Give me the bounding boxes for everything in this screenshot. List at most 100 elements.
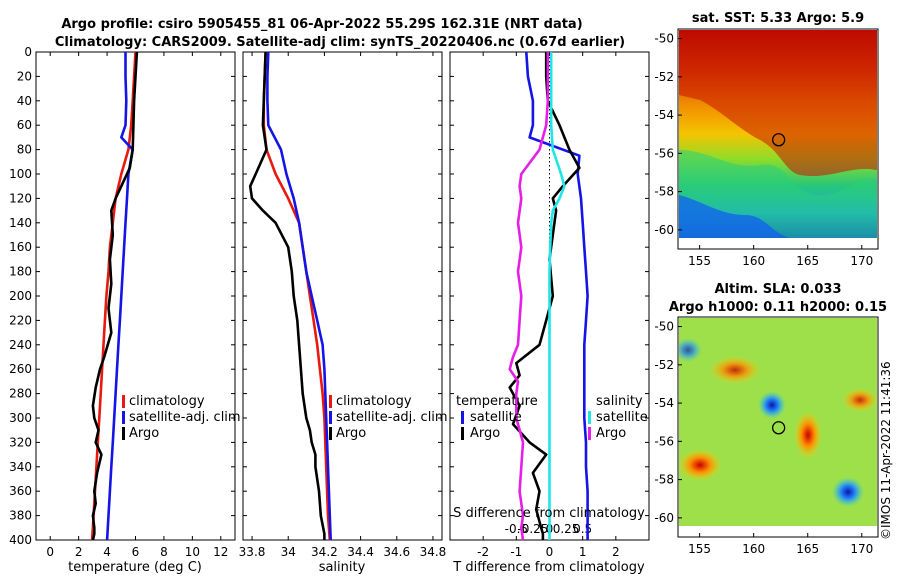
legend-swatch-satellite — [122, 411, 125, 424]
depth-tick-label: 20 — [17, 69, 32, 83]
salinity-xlabel: salinity — [319, 560, 366, 575]
legend-label-satellite: satellite-adj. clim — [129, 410, 241, 425]
depth-tick-labels: 0 20 40 60 80 100 120 140 160 180 200 220 240 260 280 3… — [9, 45, 235, 547]
sla-high-b — [794, 411, 822, 459]
salinity-lines — [248, 51, 332, 541]
figure-title-line1: Argo profile: csiro 5905455_81 06-Apr-20… — [61, 17, 582, 32]
temperature-xlabel: temperature (deg C) — [68, 560, 202, 575]
x-tick-label: 4 — [103, 545, 111, 559]
legend-swatch-climatology — [329, 395, 332, 408]
lat-tick-label: -58 — [654, 473, 674, 487]
sst-map-tick-labels: 155 160 165 170 -50 -52 -54 -56 -58 -60 — [654, 32, 873, 268]
lon-tick-label: 165 — [796, 254, 819, 268]
sla-nodata-area — [679, 526, 877, 536]
legend-label-s-satellite: satellite — [596, 410, 648, 425]
lon-tick-label: 160 — [742, 254, 765, 268]
series-line-s-argo — [508, 52, 550, 541]
depth-tick-label: 180 — [9, 265, 32, 279]
depth-tick-label: 40 — [17, 94, 32, 108]
sst-warm-tongue — [679, 30, 877, 177]
lat-tick-label: -60 — [654, 511, 674, 525]
s-difference-label: S difference from climatology — [453, 506, 645, 521]
x-tick-label: 34 — [281, 545, 296, 559]
temperature-tick-labels: 0 2 4 6 8 10 12 — [46, 52, 228, 559]
legend-title-salinity: salinity — [596, 394, 643, 409]
series-line-argo — [91, 51, 139, 541]
sst-field — [679, 30, 877, 238]
difference-panel: -2 -1 0 1 2 -0.5-0.250 0.250.5 S difference f… — [449, 51, 650, 575]
depth-tick-label: 320 — [9, 435, 32, 449]
temperature-axes-box — [35, 51, 236, 541]
lon-tick-label: 155 — [688, 542, 711, 556]
x-tick-label: 0 — [546, 545, 554, 559]
lat-tick-label: -50 — [654, 32, 674, 46]
sla-map-title-line2: Argo h1000: 0.11 h2000: 0.15 — [669, 300, 887, 315]
depth-tick-label: 280 — [9, 387, 32, 401]
t-difference-xlabel: T difference from climatology — [452, 560, 645, 575]
salinity-legend: climatology satellite-adj. clim Argo — [329, 394, 448, 441]
temperature-panel: 0204060801001201401601802002202402602803… — [9, 45, 241, 575]
x-tick-label: 34.8 — [420, 545, 447, 559]
sla-high-d — [842, 388, 877, 412]
sla-map-tick-labels: 155 160 165 170 -50 -52 -54 -56 -58 -60 — [654, 320, 873, 556]
x-tick-label: 0 — [46, 545, 54, 559]
x-tick-label: 2 — [75, 545, 83, 559]
x-tick-label: 2 — [612, 545, 620, 559]
lat-tick-label: -54 — [654, 108, 674, 122]
series-line-climatology — [90, 51, 137, 541]
legend-swatch-s-satellite — [588, 411, 591, 424]
argo-float-marker — [771, 421, 786, 435]
depth-tick-label: 400 — [9, 533, 32, 547]
imos-credit: ©IMOS 11-Apr-2022 11:41:36 — [879, 361, 893, 540]
sst-map-title: sat. SST: 5.33 Argo: 5.9 — [692, 11, 864, 26]
x-tick-label: 34.2 — [311, 545, 338, 559]
x-tick-label: 12 — [213, 545, 228, 559]
sla-map-panel: Altim. SLA: 0.033 Argo h1000: 0.11 h2000… — [654, 282, 887, 556]
depth-tick-label: 340 — [9, 460, 32, 474]
depth-tick-label: 100 — [9, 167, 32, 181]
legend-swatch-satellite — [329, 411, 332, 424]
lon-tick-label: 155 — [688, 254, 711, 268]
lat-tick-label: -52 — [654, 358, 674, 372]
legend-label-s-argo: Argo — [596, 426, 626, 441]
series-line-satellite-adj-clim — [266, 51, 332, 541]
lat-tick-label: -56 — [654, 434, 674, 448]
sla-map-title-line1: Altim. SLA: 0.033 — [715, 282, 842, 297]
legend-swatch-t-satellite — [461, 411, 464, 424]
legend-label-argo: Argo — [129, 426, 159, 441]
depth-tick-label: 360 — [9, 484, 32, 498]
difference-lines — [508, 51, 589, 541]
depth-tick-label: 260 — [9, 362, 32, 376]
figure-title-line2: Climatology: CARS2009. Satellite-adj cli… — [55, 35, 625, 50]
salinity-tick-labels: 33.8 34 34.2 34.4 34.6 34.8 — [239, 51, 447, 559]
depth-tick-label: 120 — [9, 191, 32, 205]
difference-legend-salinity: salinity satellite Argo — [588, 394, 648, 441]
sst-map-box — [677, 28, 879, 250]
x-tick-label: -2 — [477, 545, 489, 559]
x-tick-label: 34.4 — [347, 545, 374, 559]
x-tick-label: 34.6 — [383, 545, 410, 559]
depth-tick-label: 380 — [9, 509, 32, 523]
sla-high-a — [679, 449, 722, 481]
x-tick-label: 10 — [185, 545, 200, 559]
depth-tick-label: 80 — [17, 143, 32, 157]
lat-tick-label: -60 — [654, 223, 674, 237]
x-tick-label: -1 — [510, 545, 522, 559]
legend-swatch-climatology — [122, 395, 125, 408]
sla-low-c — [679, 338, 702, 362]
temperature-lines — [90, 51, 139, 541]
x-tick-label: 1 — [579, 545, 587, 559]
legend-label-argo: Argo — [336, 426, 366, 441]
lon-tick-label: 170 — [850, 542, 873, 556]
s-tick-label: 0.5 — [573, 522, 592, 536]
argo-float-marker — [771, 133, 786, 147]
lat-tick-label: -56 — [654, 146, 674, 160]
lon-tick-label: 160 — [742, 542, 765, 556]
legend-label-t-satellite: satellite — [470, 410, 522, 425]
sla-map-box — [677, 316, 879, 538]
legend-label-t-argo: Argo — [470, 426, 500, 441]
depth-tick-label: 60 — [17, 118, 32, 132]
series-line-t-argo — [508, 52, 581, 540]
lat-tick-label: -54 — [654, 396, 674, 410]
